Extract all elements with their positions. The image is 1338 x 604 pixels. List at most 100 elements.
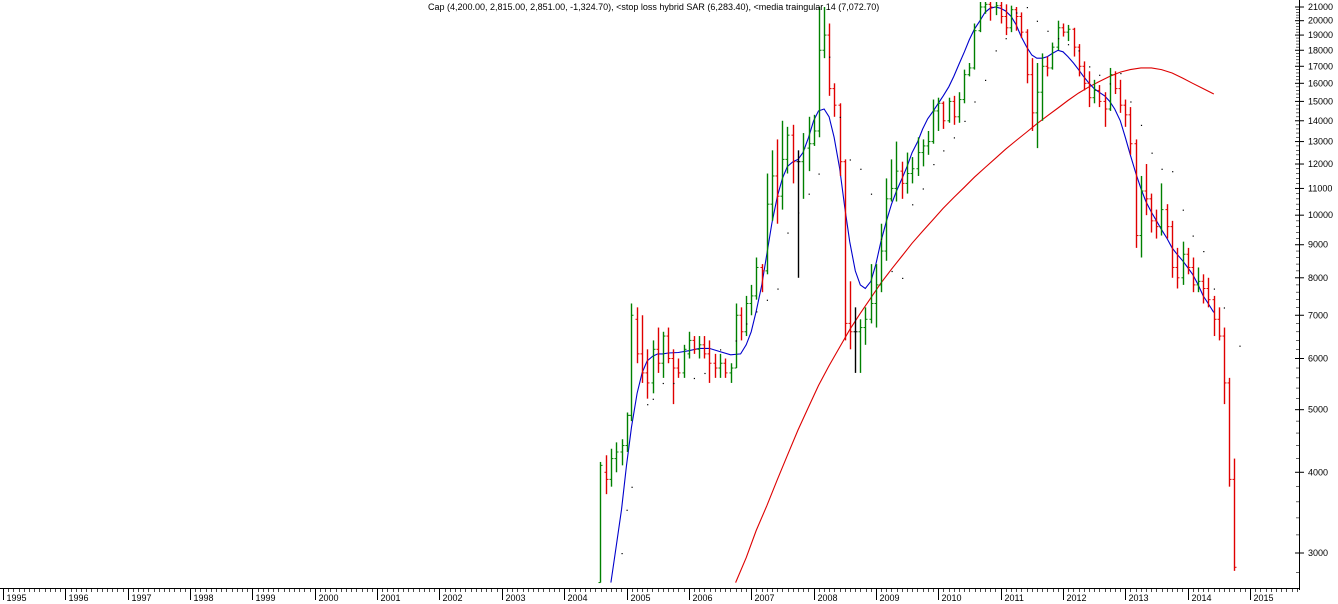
sar-dot: [1182, 209, 1184, 211]
ohlc-bar: [972, 23, 977, 70]
ohlc-bar: [1025, 29, 1030, 84]
y-tick-label: 10000: [1308, 210, 1333, 220]
ohlc-bar: [994, 2, 999, 16]
sar-dot: [922, 188, 924, 190]
ohlc-bar: [707, 340, 712, 383]
ohlc-bar: [936, 97, 941, 131]
ohlc-bar: [1004, 4, 1009, 36]
ohlc-bar: [1144, 164, 1149, 216]
y-tick-label: 15000: [1308, 96, 1333, 106]
ohlc-bar: [1217, 307, 1222, 341]
ohlc-bar: [661, 331, 666, 378]
y-tick-label: 21000: [1308, 2, 1333, 12]
ohlc-bar: [889, 159, 894, 202]
ohlc-bar: [999, 2, 1004, 24]
y-tick-label: 13000: [1308, 137, 1333, 147]
sar-dot: [1192, 235, 1194, 237]
triangular-moving-average-line: [610, 6, 1215, 583]
sar-dot: [720, 349, 722, 351]
x-tick-label: 2012: [1067, 593, 1087, 603]
ohlc-bar: [1056, 20, 1061, 51]
sar-dot: [693, 377, 695, 380]
y-tick-label: 4000: [1308, 467, 1328, 477]
ohlc-bar: [1014, 7, 1019, 31]
ohlc-bar: [1123, 99, 1128, 127]
ohlc-bar: [729, 363, 734, 383]
sar-dot: [1213, 288, 1215, 290]
ohlc-bar: [1154, 209, 1159, 239]
ohlc-bar: [1030, 58, 1035, 131]
y-axis: 3000 4000 5000 6000 7000 8000 9000 10000 11000 12…: [1295, 0, 1333, 590]
ohlc-bar: [1118, 79, 1123, 113]
x-tick-label: 1995: [7, 593, 27, 603]
ohlc-bar: [1092, 79, 1097, 104]
ohlc-bar: [780, 120, 785, 210]
sar-dot: [1026, 7, 1028, 9]
ohlc-bar: [988, 2, 993, 21]
x-tick-label: 2006: [693, 593, 713, 603]
ohlc-bar: [687, 331, 692, 359]
sar-dot: [933, 164, 935, 166]
sar-dot: [1223, 307, 1225, 309]
sar-dot: [777, 288, 779, 290]
sar-dot: [808, 193, 810, 195]
ohlc-bar: [656, 327, 661, 373]
ohlc-bar: [1019, 12, 1024, 39]
x-tick-label: 2014: [1192, 593, 1212, 603]
ohlc-bar: [765, 173, 770, 275]
ohlc-bar: [629, 303, 634, 422]
ohlc-bar: [754, 257, 759, 300]
sar-dot: [1161, 168, 1163, 170]
ohlc-bar: [666, 327, 671, 364]
chart-title: Cap (4,200.00, 2,815.00, 2,851.00, -1,32…: [428, 2, 879, 12]
sar-dot: [860, 168, 862, 170]
sar-dot: [673, 382, 675, 385]
ohlc-bar: [900, 161, 905, 199]
x-tick-label: 2013: [1129, 593, 1149, 603]
ohlc-bar: [817, 7, 822, 138]
x-tick-label: 2004: [568, 593, 588, 603]
sar-dot: [798, 212, 800, 214]
sar-dot: [735, 340, 737, 342]
ohlc-bar: [1206, 277, 1211, 308]
ohlc-bar: [1212, 295, 1217, 337]
sar-dot: [1005, 38, 1007, 40]
y-tick-label: 9000: [1308, 240, 1328, 250]
ohlc-bar: [796, 150, 801, 278]
ohlc-bar: [894, 141, 899, 202]
x-tick-label: 2015: [1254, 593, 1274, 603]
ohlc-bar: [1103, 92, 1108, 127]
ohlc-bar: [744, 295, 749, 337]
ohlc-bar: [952, 95, 957, 125]
ma-long-layer: [735, 67, 1215, 583]
x-tick-label: 2009: [880, 593, 900, 603]
ohlc-bar: [625, 412, 630, 452]
ohlc-bar: [827, 23, 832, 96]
ohlc-bar: [1082, 61, 1087, 91]
ohlc-bar: [697, 336, 702, 359]
ohlc-bar: [1175, 247, 1180, 289]
ohlc-bar: [651, 340, 656, 394]
ohlc-bar: [1077, 44, 1082, 77]
ohlc-bar: [962, 69, 967, 104]
ohlc-bar: [910, 157, 915, 184]
ohlc-bar: [713, 353, 718, 378]
ohlc-bar: [1113, 71, 1118, 95]
ohlc-bar: [812, 114, 817, 146]
ohlc-bar: [807, 116, 812, 172]
sar-dot: [1140, 124, 1143, 126]
y-tick-label: 8000: [1308, 273, 1328, 283]
x-tick-label: 2000: [319, 593, 339, 603]
y-tick-label: 18000: [1308, 45, 1333, 55]
ohlc-bar: [1050, 42, 1055, 70]
ohlc-bar: [734, 303, 739, 369]
ohlc-bar: [1097, 85, 1102, 108]
sar-dot: [621, 553, 623, 555]
sar-dot: [1130, 101, 1132, 103]
ohlc-bar: [1009, 5, 1014, 33]
ohlc-bar: [1061, 23, 1066, 37]
ohlc-bar: [869, 264, 874, 324]
x-tick-label: 1999: [256, 593, 276, 603]
